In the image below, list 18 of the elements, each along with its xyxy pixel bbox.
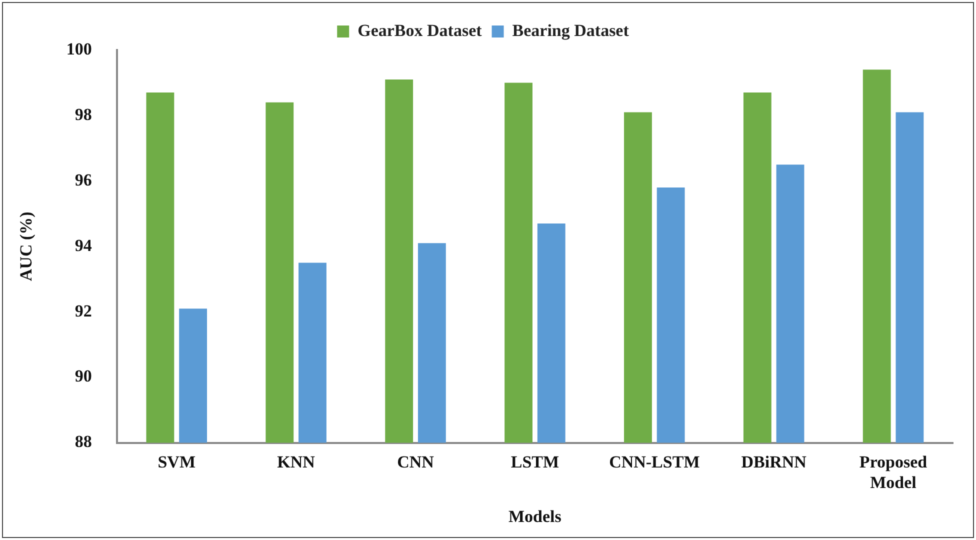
y-tick-label: 92	[74, 301, 92, 320]
y-tick-label: 88	[74, 432, 92, 452]
x-tick-label: DBiRNN	[741, 452, 808, 472]
x-tick-label: CNN-LSTM	[609, 452, 700, 472]
y-tick-label: 90	[74, 366, 92, 386]
y-tick-label: 96	[74, 170, 92, 190]
y-tick-label: 98	[74, 104, 92, 124]
legend-label: Bearing Dataset	[512, 20, 630, 40]
y-tick-label: 94	[74, 236, 92, 255]
y-tick-label: 100	[66, 39, 92, 58]
x-tick-label: CNN	[397, 452, 435, 472]
x-tick-label: KNN	[277, 452, 316, 472]
legend-label: GearBox Dataset	[358, 20, 482, 40]
x-tick-label: Proposed Model	[859, 452, 928, 492]
x-tick-label: LSTM	[510, 452, 560, 472]
x-tick-label: SVM	[158, 452, 196, 472]
x-axis-title: Models	[508, 507, 562, 526]
y-axis-title: AUC (%)	[16, 212, 36, 282]
